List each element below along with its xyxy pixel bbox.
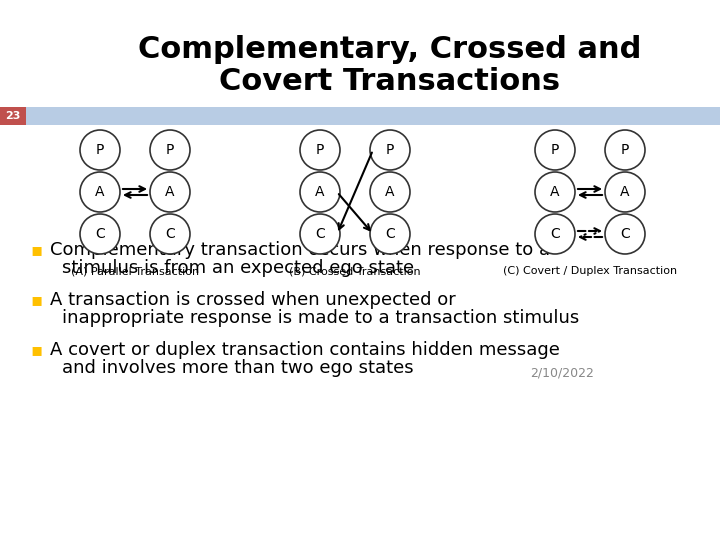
Text: stimulus is from an expected ego state: stimulus is from an expected ego state: [62, 259, 414, 277]
Text: A: A: [385, 185, 395, 199]
Text: A: A: [95, 185, 104, 199]
Circle shape: [605, 130, 645, 170]
Text: A: A: [550, 185, 559, 199]
Text: P: P: [96, 143, 104, 157]
Text: (A) Parallel Transaction: (A) Parallel Transaction: [71, 266, 199, 276]
Circle shape: [605, 172, 645, 212]
Text: A: A: [315, 185, 325, 199]
Text: Complementary transaction occurs when response to a: Complementary transaction occurs when re…: [50, 241, 550, 259]
Circle shape: [535, 172, 575, 212]
Bar: [0, 107, 26, 125]
Text: ▪: ▪: [30, 341, 42, 359]
Text: P: P: [386, 143, 394, 157]
Circle shape: [370, 214, 410, 254]
Text: and involves more than two ego states: and involves more than two ego states: [62, 359, 413, 377]
Text: Complementary, Crossed and: Complementary, Crossed and: [138, 36, 642, 64]
Circle shape: [150, 130, 190, 170]
Text: C: C: [95, 227, 105, 241]
Text: P: P: [551, 143, 559, 157]
Text: Covert Transactions: Covert Transactions: [220, 68, 561, 97]
Circle shape: [150, 172, 190, 212]
Text: A transaction is crossed when unexpected or: A transaction is crossed when unexpected…: [50, 291, 456, 309]
Circle shape: [300, 172, 340, 212]
Text: C: C: [165, 227, 175, 241]
Text: C: C: [620, 227, 630, 241]
Circle shape: [535, 130, 575, 170]
Circle shape: [605, 214, 645, 254]
Text: ▪: ▪: [30, 241, 42, 259]
Text: 23: 23: [5, 111, 21, 121]
Circle shape: [150, 214, 190, 254]
Circle shape: [370, 130, 410, 170]
Text: C: C: [315, 227, 325, 241]
Circle shape: [300, 214, 340, 254]
Text: A covert or duplex transaction contains hidden message: A covert or duplex transaction contains …: [50, 341, 560, 359]
Text: 2/10/2022: 2/10/2022: [530, 367, 594, 380]
Text: P: P: [621, 143, 629, 157]
Text: inappropriate response is made to a transaction stimulus: inappropriate response is made to a tran…: [62, 309, 580, 327]
Text: C: C: [550, 227, 560, 241]
Text: A: A: [620, 185, 630, 199]
Bar: [0, 107, 720, 125]
Text: (B) Crossed Transaction: (B) Crossed Transaction: [289, 266, 420, 276]
Circle shape: [300, 130, 340, 170]
Circle shape: [535, 214, 575, 254]
Text: P: P: [316, 143, 324, 157]
Text: C: C: [385, 227, 395, 241]
Text: P: P: [166, 143, 174, 157]
Text: A: A: [166, 185, 175, 199]
Circle shape: [370, 172, 410, 212]
Text: ▪: ▪: [30, 291, 42, 309]
Circle shape: [80, 130, 120, 170]
Text: (C) Covert / Duplex Transaction: (C) Covert / Duplex Transaction: [503, 266, 677, 276]
Circle shape: [80, 214, 120, 254]
Circle shape: [80, 172, 120, 212]
